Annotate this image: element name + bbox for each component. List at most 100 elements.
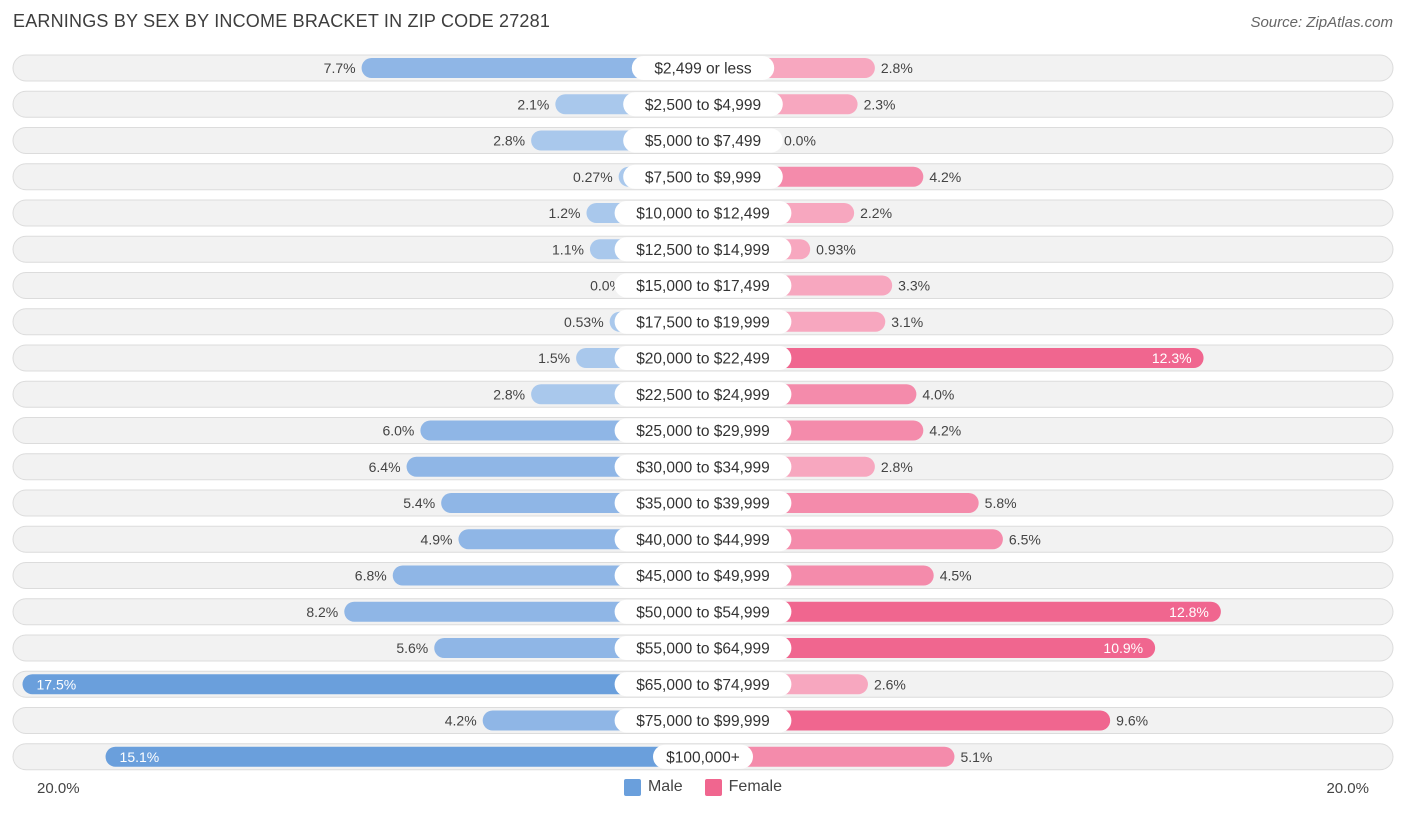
value-label-female: 4.5% [940,568,972,584]
category-label: $10,000 to $12,499 [636,206,770,223]
category-pill [614,527,792,552]
category-label: $20,000 to $22,499 [636,351,770,368]
category-label: $45,000 to $49,999 [636,568,770,585]
value-label-female: 2.8% [881,459,913,475]
bar-male [105,746,704,767]
category-label: $100,000+ [666,749,740,766]
category-pill [614,599,792,624]
category-label: $40,000 to $44,999 [636,532,770,549]
bracket-row: 8.2% 12.8% $50,000 to $54,999 [12,598,1394,626]
category-pill [631,56,775,80]
bar-female [703,601,1221,622]
bracket-row: 4.2% 9.6% $75,000 to $99,999 [12,707,1394,734]
bar-female [703,710,1111,731]
value-label-male: 2.8% [493,133,525,149]
axis-label-left: 20.0% [37,780,80,797]
value-label-female: 12.3% [1152,350,1192,366]
value-label-female: 3.3% [898,278,930,294]
category-pill [614,708,792,733]
category-label: $65,000 to $74,999 [636,677,770,694]
category-label: $55,000 to $64,999 [636,641,770,658]
category-pill [653,744,753,769]
value-label-female: 0.0% [784,133,816,149]
category-pill [614,672,792,697]
category-label: $30,000 to $34,999 [636,459,770,476]
value-label-female: 5.1% [960,749,992,765]
bar-female [703,348,1204,368]
value-label-female: 9.6% [1116,713,1148,729]
value-label-female: 2.3% [864,96,896,112]
category-label: $2,499 or less [654,61,752,78]
category-pill [614,309,792,334]
value-label-female: 5.8% [985,495,1017,511]
value-label-male: 6.0% [382,423,414,439]
value-label-female: 6.5% [1009,531,1041,547]
category-pill [623,164,783,189]
value-label-female: 0.93% [816,241,856,257]
bracket-row: 1.2% 2.2% $10,000 to $12,499 [12,199,1394,227]
bar-male [22,674,703,695]
value-label-male: 0.0% [590,278,622,294]
value-label-male: 8.2% [306,604,338,620]
value-label-female: 10.9% [1103,640,1143,656]
value-label-male: 2.1% [517,96,549,112]
legend-swatch-male [623,778,641,796]
category-pill [614,237,792,262]
legend-label-male: Male [647,778,683,795]
category-pill [614,636,792,660]
bar-female [703,638,1156,658]
bracket-row: 0.53% 3.1% $17,500 to $19,999 [12,308,1394,336]
value-label-male: 1.2% [549,205,581,221]
category-label: $15,000 to $17,499 [636,278,770,295]
category-label: $7,500 to $9,999 [645,169,761,186]
value-label-female: 2.2% [860,205,892,221]
value-label-male: 0.53% [564,314,604,330]
bracket-row: 6.8% 4.5% $45,000 to $49,999 [12,562,1394,589]
category-label: $50,000 to $54,999 [636,604,770,621]
bar-male [361,58,703,78]
category-pill [614,418,792,443]
category-pill [614,491,792,515]
bar-female [703,746,955,767]
category-pill [614,563,792,588]
value-label-female: 4.0% [922,386,954,402]
bracket-row: 2.1% 2.3% $2,500 to $4,999 [12,90,1394,118]
axis-label-right: 20.0% [1326,780,1369,797]
value-label-male: 15.1% [120,749,160,765]
value-label-male: 5.4% [403,495,435,511]
bar-male [344,601,703,622]
bracket-row: 1.1% 0.93% $12,500 to $14,999 [12,235,1394,263]
legend: Male Female [0,778,1406,796]
legend-item-male: Male [623,778,683,796]
value-label-male: 6.8% [355,568,387,584]
bracket-row: 5.6% 10.9% $55,000 to $64,999 [12,634,1394,662]
legend-label-female: Female [728,778,783,795]
bracket-row: 6.0% 4.2% $25,000 to $29,999 [12,417,1394,444]
value-label-male: 6.4% [369,459,401,475]
value-label-female: 3.1% [891,314,923,330]
source-credit: Source: ZipAtlas.com [1250,14,1393,31]
bracket-row: 17.5% 2.6% $65,000 to $74,999 [12,670,1394,698]
category-label: $25,000 to $29,999 [636,423,770,440]
value-label-male: 17.5% [37,676,77,692]
category-pill [614,346,792,370]
bracket-row: 0.0% 3.3% $15,000 to $17,499 [12,272,1394,299]
bracket-row: 6.4% 2.8% $30,000 to $34,999 [12,453,1394,481]
value-label-female: 2.6% [874,676,906,692]
category-label: $12,500 to $14,999 [636,242,770,259]
category-pill [614,273,792,298]
legend-item-female: Female [704,778,783,796]
bracket-row: 15.1% 5.1% $100,000+ [12,743,1394,771]
bracket-row: 4.9% 6.5% $40,000 to $44,999 [12,525,1394,553]
category-label: $22,500 to $24,999 [636,387,770,404]
category-pill [614,201,792,225]
category-pill [623,92,783,117]
category-label: $75,000 to $99,999 [636,713,770,730]
value-label-female: 4.2% [929,169,961,185]
bracket-row: 7.7% 2.8% $2,499 or less [12,54,1394,82]
bracket-row: 5.4% 5.8% $35,000 to $39,999 [12,489,1394,517]
bracket-row: 1.5% 12.3% $20,000 to $22,499 [12,344,1394,372]
chart-title: EARNINGS BY SEX BY INCOME BRACKET IN ZIP… [13,11,551,31]
bracket-row: 2.8% 4.0% $22,500 to $24,999 [12,380,1394,408]
